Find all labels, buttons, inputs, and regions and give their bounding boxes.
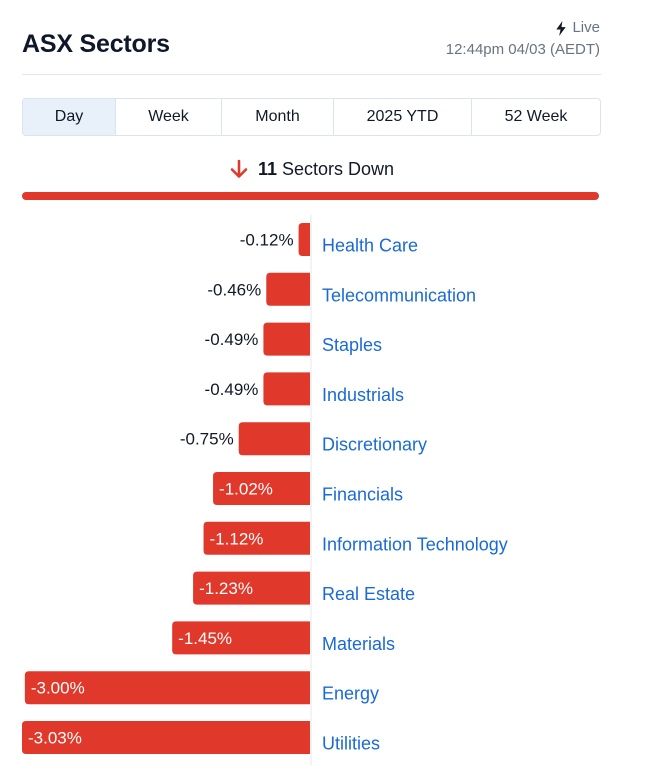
timestamp: 12:44pm 04/03 (AEDT) [445, 41, 600, 58]
page-title: ASX Sectors [22, 30, 170, 58]
sectors-down-count: 11 [257, 158, 277, 179]
bar-health-care [298, 223, 310, 256]
tab-week[interactable]: Week [116, 99, 222, 135]
sector-label-energy[interactable]: Energy [322, 684, 379, 704]
value-label-energy: -3.00% [31, 679, 85, 698]
bar-energy [24, 671, 311, 705]
value-label-financials: -1.02% [219, 480, 273, 499]
sector-label-real-estate[interactable]: Real Estate [322, 584, 415, 604]
sector-label-discretionary[interactable]: Discretionary [322, 435, 427, 455]
live-status: Live 12:44pm 04/03 (AEDT) [446, 18, 600, 60]
value-label-materials: -1.45% [178, 629, 232, 648]
tab-52-week[interactable]: 52 Week [504, 108, 568, 125]
tab-day[interactable]: Day [23, 99, 116, 135]
bar-utilities [22, 721, 310, 754]
arrow-down-icon [230, 159, 248, 178]
value-label-discretionary: -0.75% [180, 430, 234, 449]
live-label: Live [572, 19, 600, 36]
breadth-bar [22, 192, 599, 200]
bar-information-technology [203, 521, 310, 555]
sector-label-staples[interactable]: Staples [322, 335, 382, 355]
header-divider [22, 74, 601, 75]
value-label-industrials: -0.49% [205, 380, 259, 399]
sector-label-industrials[interactable]: Industrials [322, 385, 404, 405]
sectors-summary: 11 Sectors Down [0, 158, 622, 180]
tab-2025-ytd[interactable]: 2025 YTD [334, 99, 472, 135]
value-label-staples: -0.49% [205, 330, 259, 349]
bar-real-estate [193, 571, 310, 605]
value-label-real-estate: -1.23% [199, 579, 253, 598]
value-label-information-technology: -1.12% [210, 529, 264, 548]
sector-label-materials[interactable]: Materials [322, 634, 395, 654]
sector-label-telecommunication[interactable]: Telecommunication [322, 285, 476, 305]
bar-staples [263, 322, 310, 356]
value-label-utilities: -3.03% [28, 729, 82, 748]
value-label-telecommunication: -0.46% [207, 280, 261, 299]
bar-industrials [263, 372, 310, 406]
sector-label-health-care[interactable]: Health Care [322, 236, 418, 256]
tab-month[interactable]: Month [222, 99, 334, 135]
lightning-bolt-icon [556, 20, 567, 36]
sector-label-financials[interactable]: Financials [322, 485, 403, 505]
bar-materials [172, 621, 310, 655]
value-label-health-care: -0.12% [240, 231, 294, 250]
bar-financials [213, 472, 310, 505]
period-tabs: Day Week Month 2025 YTD 52 Week [22, 98, 601, 136]
sector-label-utilities[interactable]: Utilities [322, 734, 380, 754]
bar-telecommunication [266, 272, 310, 306]
sector-bar-chart: -0.12% Health Care -0.46% Telecommunication… [22, 215, 508, 765]
sector-label-information-technology[interactable]: Information Technology [322, 534, 508, 554]
bar-discretionary [238, 422, 310, 456]
sectors-down-text: Sectors Down [282, 158, 395, 179]
